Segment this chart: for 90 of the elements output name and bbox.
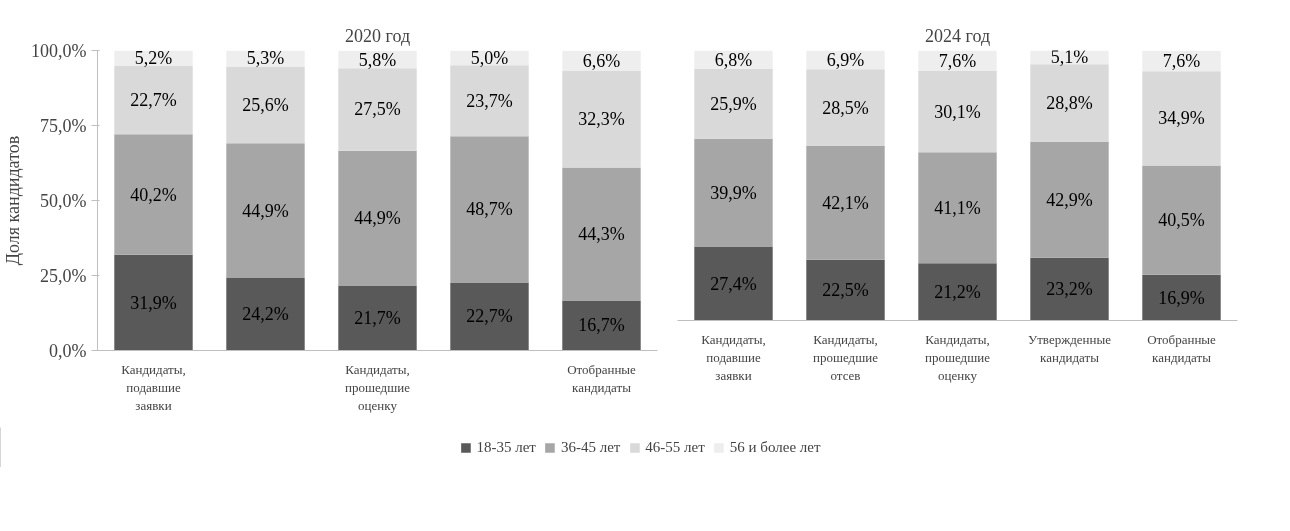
data-label: 24,2% xyxy=(242,304,289,325)
x-tick-label: Кандидаты, прошедшие оценку xyxy=(925,331,991,383)
data-label: 42,9% xyxy=(1046,189,1093,210)
data-label: 7,6% xyxy=(1162,51,1201,72)
bar xyxy=(1142,165,1221,275)
data-label: 34,9% xyxy=(1158,108,1205,129)
data-label: 5,8% xyxy=(358,49,397,70)
data-label: 44,3% xyxy=(578,223,625,244)
chart-title: 2020 год xyxy=(344,25,411,46)
bar xyxy=(562,300,641,351)
data-label: 21,7% xyxy=(354,307,401,328)
data-label: 28,8% xyxy=(1046,93,1093,114)
bar xyxy=(562,167,641,301)
data-label: 25,6% xyxy=(242,94,289,115)
bar xyxy=(114,254,193,351)
data-label: 44,9% xyxy=(242,200,289,221)
bar xyxy=(450,136,529,283)
data-label: 6,8% xyxy=(714,49,753,70)
bar xyxy=(338,68,417,151)
bar xyxy=(1142,274,1221,321)
bar xyxy=(114,134,193,255)
data-label: 23,7% xyxy=(466,90,513,111)
x-tick-label: Кандидаты, прошедшие оценку xyxy=(345,361,411,413)
bar xyxy=(806,146,885,260)
x-tick-label: Отобранные кандидаты xyxy=(1147,331,1217,365)
bar xyxy=(694,138,773,247)
data-label: 5,3% xyxy=(246,48,285,69)
data-label: 41,1% xyxy=(934,197,981,218)
data-label: 22,7% xyxy=(466,306,513,327)
y-tick-label: 50,0% xyxy=(40,190,87,211)
data-label: 32,3% xyxy=(578,109,625,130)
data-label: 40,2% xyxy=(130,184,177,205)
bar xyxy=(226,143,305,278)
data-label: 30,1% xyxy=(934,101,981,122)
legend-label: 18-35 лет xyxy=(476,438,536,456)
x-tick-label: Кандидаты, прошедшие отсев xyxy=(813,331,879,383)
data-label: 5,1% xyxy=(1050,47,1089,68)
bar xyxy=(226,66,305,144)
bar xyxy=(806,259,885,321)
data-label: 42,1% xyxy=(822,192,869,213)
bar xyxy=(694,246,773,321)
data-label: 23,2% xyxy=(1046,279,1093,300)
bar xyxy=(918,263,997,321)
data-label: 16,9% xyxy=(1158,287,1205,308)
legend-label: 36-45 лет xyxy=(560,438,621,456)
y-tick-label: 100,0% xyxy=(31,40,87,61)
data-label: 28,5% xyxy=(822,97,869,118)
bar xyxy=(694,68,773,139)
x-tick-label: Отобранные кандидаты xyxy=(567,361,637,395)
x-tick-label: Утвержденные кандидаты xyxy=(1028,331,1112,365)
y-tick-label: 25,0% xyxy=(40,265,87,286)
data-label: 48,7% xyxy=(466,199,513,220)
bar xyxy=(338,285,417,351)
data-label: 5,0% xyxy=(470,47,509,68)
data-label: 40,5% xyxy=(1158,210,1205,231)
x-tick-label: Кандидаты, подавшие заявки xyxy=(701,331,766,383)
bar xyxy=(562,70,641,168)
bar xyxy=(806,69,885,147)
data-label: 7,6% xyxy=(938,50,977,71)
bar xyxy=(1030,257,1109,321)
data-label: 39,9% xyxy=(710,182,757,203)
data-label: 31,9% xyxy=(130,292,177,313)
bar xyxy=(918,71,997,153)
bar xyxy=(1142,71,1221,166)
bar xyxy=(226,277,305,351)
data-label: 22,5% xyxy=(822,280,869,301)
data-label: 6,6% xyxy=(582,50,621,71)
data-label: 21,2% xyxy=(934,281,981,302)
data-label: 25,9% xyxy=(710,93,757,114)
y-tick-label: 75,0% xyxy=(40,115,87,136)
bar xyxy=(450,65,529,137)
data-label: 16,7% xyxy=(578,315,625,336)
x-tick-label: Кандидаты, подавшие заявки xyxy=(121,361,186,413)
bar xyxy=(1030,64,1109,143)
data-label: 27,5% xyxy=(354,99,401,120)
bar xyxy=(918,152,997,264)
bar xyxy=(1030,142,1109,258)
bar xyxy=(338,150,417,286)
bar xyxy=(114,66,193,135)
data-label: 5,2% xyxy=(134,48,173,69)
legend-label: 56 и более лет xyxy=(729,438,821,456)
data-label: 6,9% xyxy=(826,49,865,70)
bar xyxy=(450,282,529,351)
data-label: 27,4% xyxy=(710,273,757,294)
data-label: 22,7% xyxy=(130,90,177,111)
y-axis-title: Доля кандидатов xyxy=(3,135,24,266)
legend-label: 46-55 лет xyxy=(645,438,705,456)
chart-title: 2024 год xyxy=(924,25,991,46)
data-label: 44,9% xyxy=(354,208,401,229)
y-tick-label: 0,0% xyxy=(49,340,87,361)
